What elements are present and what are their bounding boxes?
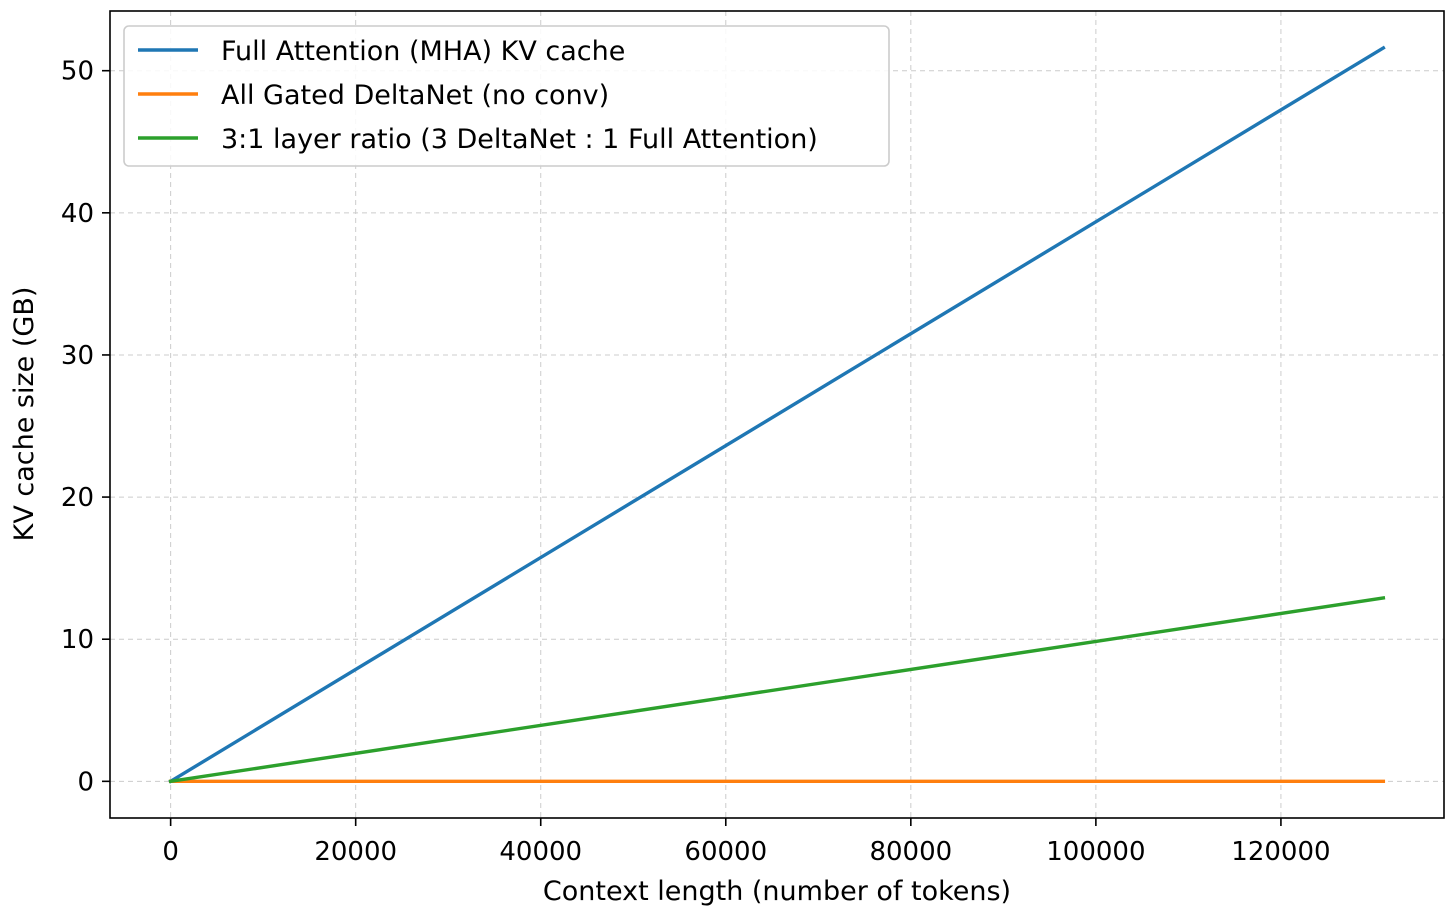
x-tick-label: 60000 <box>684 837 767 867</box>
y-tick-label: 0 <box>77 767 94 797</box>
y-axis: 0 10 20 30 40 50 <box>61 57 110 797</box>
y-tick-label: 50 <box>61 57 94 87</box>
x-tick-label: 120000 <box>1231 837 1330 867</box>
x-tick-label: 0 <box>162 837 179 867</box>
plot-frame <box>109 10 1445 819</box>
legend-box <box>123 25 890 167</box>
legend-label-series-2: 3:1 layer ratio (3 DeltaNet : 1 Full Att… <box>221 124 818 155</box>
legend-label-series-0: Full Attention (MHA) KV cache <box>221 36 625 67</box>
x-tick-label: 80000 <box>869 837 952 867</box>
series-line-0 <box>168 45 1386 784</box>
y-tick-label: 40 <box>61 199 94 229</box>
x-tick-label: 100000 <box>1046 837 1145 867</box>
x-tick-label: 20000 <box>314 837 397 867</box>
y-tick-label: 20 <box>61 483 94 513</box>
legend-label-series-1: All Gated DeltaNet (no conv) <box>221 80 609 111</box>
y-tick-label: 10 <box>61 625 94 655</box>
series-line-2 <box>168 596 1386 784</box>
legend: Full Attention (MHA) KV cache All Gated … <box>123 25 890 167</box>
x-axis: 0 20000 40000 60000 80000 100000 120000 <box>162 818 1331 867</box>
x-axis-label: Context length (number of tokens) <box>543 876 1011 907</box>
series-lines <box>168 45 1386 784</box>
x-tick-label: 40000 <box>499 837 582 867</box>
y-tick-label: 30 <box>61 341 94 371</box>
y-axis-label: KV cache size (GB) <box>9 287 40 542</box>
